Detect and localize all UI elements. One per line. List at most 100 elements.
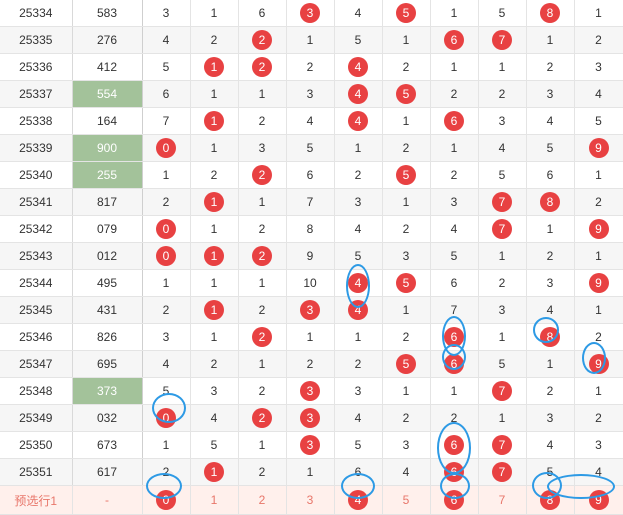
miss-count: 2 (354, 168, 362, 182)
prediction-digit-7[interactable]: 7 (478, 485, 527, 515)
miss-count: 6 (306, 168, 314, 182)
digit-1-cell: 2 (190, 26, 239, 54)
miss-count: 1 (546, 357, 554, 371)
miss-count: 2 (402, 60, 410, 74)
miss-count: 3 (498, 114, 506, 128)
prediction-digit-label: 1 (210, 493, 218, 507)
digit-3-cell: 3 (286, 377, 335, 405)
miss-count: 2 (258, 303, 266, 317)
digit-6-cell: 2 (430, 161, 479, 189)
hit-ball: 8 (540, 192, 560, 212)
hit-ball: 9 (588, 219, 609, 239)
hit-ball: 2 (252, 246, 272, 266)
miss-count: 1 (210, 276, 218, 290)
prediction-digit-2[interactable]: 2 (238, 485, 287, 515)
digit-5-cell: 1 (382, 107, 431, 135)
prediction-digit-1[interactable]: 1 (190, 485, 239, 515)
miss-count: 4 (450, 222, 458, 236)
digit-2-cell: 2 (238, 161, 287, 189)
miss-count: 1 (546, 222, 554, 236)
digit-0-cell: 3 (142, 0, 191, 27)
digit-0-cell: 2 (142, 296, 191, 324)
digit-0-cell: 2 (142, 188, 191, 216)
digit-2-cell: 3 (238, 134, 287, 162)
miss-count: 6 (354, 465, 362, 479)
digit-4-cell: 5 (334, 26, 383, 54)
digit-2-cell: 2 (238, 458, 287, 486)
prediction-digit-9[interactable]: 9 (574, 485, 623, 515)
prediction-digit-3[interactable]: 3 (286, 485, 335, 515)
digit-8-cell: 5 (526, 134, 575, 162)
hit-ball: 6 (444, 111, 464, 131)
prediction-digit-6[interactable]: 6 (430, 485, 479, 515)
miss-count: 3 (210, 384, 218, 398)
miss-count: 1 (402, 384, 410, 398)
digit-1-cell: 5 (190, 431, 239, 459)
digit-9-cell: 9 (574, 215, 623, 243)
table-row: 25351 617 2 1 2 1 6 4 6 7 5 4 (0, 458, 623, 486)
miss-count: 10 (303, 276, 317, 290)
issue-cell: 25341 (0, 188, 73, 216)
miss-count: 9 (306, 249, 314, 263)
prediction-digit-label: 5 (402, 493, 410, 507)
table-row: 25350 673 1 5 1 3 5 3 6 7 4 3 (0, 431, 623, 459)
digit-0-cell: 1 (142, 431, 191, 459)
digit-2-cell: 2 (238, 215, 287, 243)
miss-count: 2 (258, 465, 266, 479)
digit-4-cell: 2 (334, 161, 383, 189)
prediction-digit-0[interactable]: 0 (142, 485, 191, 515)
digit-2-cell: 1 (238, 350, 287, 378)
issue-cell: 25344 (0, 269, 73, 297)
miss-count: 2 (546, 249, 554, 263)
digit-3-cell: 3 (286, 404, 335, 432)
prediction-digit-8[interactable]: 8 (526, 485, 575, 515)
digit-0-cell: 2 (142, 458, 191, 486)
draw-number-cell: 673 (72, 431, 143, 459)
digit-8-cell: 2 (526, 53, 575, 81)
table-row: 25344 495 1 1 1 10 4 5 6 2 3 9 (0, 269, 623, 297)
issue-cell: 25342 (0, 215, 73, 243)
miss-count: 1 (498, 60, 506, 74)
hit-ball: 7 (492, 30, 512, 50)
hit-ball: 5 (396, 84, 416, 104)
miss-count: 2 (306, 357, 314, 371)
digit-8-cell: 4 (526, 431, 575, 459)
hit-ball: 2 (252, 165, 272, 185)
miss-count: 3 (162, 330, 170, 344)
prediction-digit-4[interactable]: 4 (334, 485, 383, 515)
miss-count: 5 (546, 465, 554, 479)
miss-count: 5 (450, 249, 458, 263)
digit-6-cell: 7 (430, 296, 479, 324)
digit-8-cell: 3 (526, 404, 575, 432)
digit-6-cell: 6 (430, 350, 479, 378)
miss-count: 6 (546, 168, 554, 182)
draw-number-cell: 164 (72, 107, 143, 135)
digit-1-cell: 1 (190, 53, 239, 81)
digit-7-cell: 3 (478, 296, 527, 324)
digit-1-cell: 1 (190, 188, 239, 216)
digit-5-cell: 1 (382, 377, 431, 405)
selected-ball: 6 (444, 490, 464, 510)
miss-count: 1 (450, 60, 458, 74)
digit-3-cell: 9 (286, 242, 335, 270)
miss-count: 4 (546, 438, 554, 452)
hit-ball: 5 (396, 165, 416, 185)
digit-9-cell: 1 (574, 161, 623, 189)
miss-count: 2 (595, 411, 602, 425)
digit-1-cell: 1 (190, 134, 239, 162)
prediction-digit-5[interactable]: 5 (382, 485, 431, 515)
digit-9-cell: 1 (574, 377, 623, 405)
miss-count: 1 (162, 276, 170, 290)
table-row: 25334 583 3 1 6 3 4 5 1 5 8 1 (0, 0, 623, 27)
prediction-row[interactable]: 预选行1-0 1 2 3 4 5 6 7 8 9 (0, 485, 623, 515)
hit-ball: 2 (252, 57, 272, 77)
miss-count: 4 (306, 114, 314, 128)
miss-count: 6 (258, 6, 266, 20)
digit-7-cell: 1 (478, 323, 527, 351)
miss-count: 1 (402, 195, 410, 209)
issue-cell: 25351 (0, 458, 73, 486)
digit-4-cell: 5 (334, 431, 383, 459)
digit-5-cell: 2 (382, 215, 431, 243)
table-row: 25336 412 5 1 2 2 4 2 1 1 2 3 (0, 53, 623, 81)
